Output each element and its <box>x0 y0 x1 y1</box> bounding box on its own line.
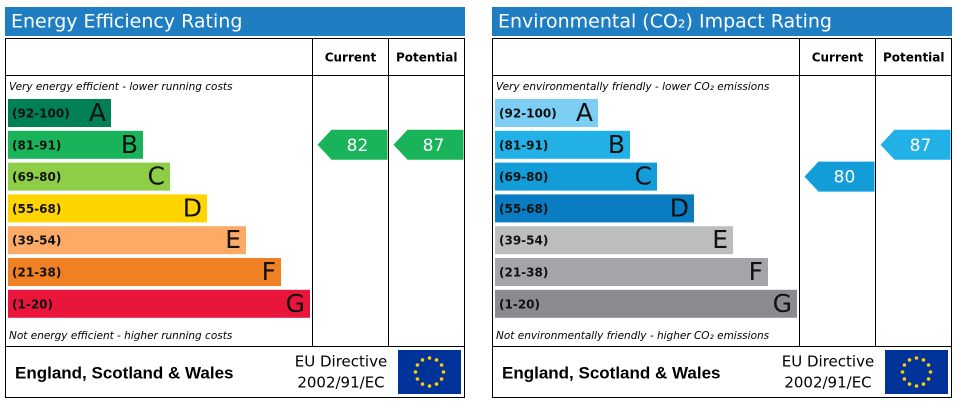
footer-directive: EU Directive <box>782 353 874 371</box>
band-bar <box>495 162 657 191</box>
band-letter: F <box>749 257 763 286</box>
band-bar <box>8 289 310 318</box>
footer-region: England, Scotland & Wales <box>15 363 234 382</box>
footer-directive: 2002/91/EC <box>297 374 384 392</box>
eu-star <box>902 377 907 381</box>
rating-value: 82 <box>347 136 369 156</box>
band-bar <box>495 289 797 318</box>
top-note: Very environmentally friendly - lower CO… <box>496 81 770 93</box>
band-range: (21-38) <box>499 266 548 280</box>
band-range: (39-54) <box>12 234 61 248</box>
band-letter: A <box>89 98 106 127</box>
eu-star <box>926 377 931 381</box>
eu-star <box>928 370 933 374</box>
footer-directive: EU Directive <box>295 353 387 371</box>
rating-arrow <box>393 129 464 160</box>
band-bar <box>495 226 733 255</box>
column-header: Current <box>325 51 377 65</box>
band-range: (81-91) <box>12 138 61 152</box>
eu-star <box>439 363 444 367</box>
band-range: (1-20) <box>499 297 540 311</box>
eu-star <box>900 370 905 374</box>
band-bar <box>495 99 598 127</box>
rating-value: 80 <box>834 168 856 188</box>
band-bar <box>8 258 281 286</box>
band-letter: C <box>635 162 652 191</box>
band-bar <box>8 194 207 223</box>
eu-star <box>427 356 432 360</box>
band-letter: F <box>262 257 276 286</box>
band-range: (92-100) <box>12 107 70 121</box>
band-bar <box>8 99 111 127</box>
eu-star <box>914 356 919 360</box>
band-range: (69-80) <box>12 170 61 184</box>
column-header: Current <box>812 51 864 65</box>
band-letter: D <box>670 193 689 222</box>
rating-value: 87 <box>910 136 932 156</box>
eu-star <box>420 382 425 386</box>
band-letter: D <box>183 193 202 222</box>
bottom-note: Not energy efficient - higher running co… <box>9 330 233 342</box>
bottom-note: Not environmentally friendly - higher CO… <box>496 330 770 342</box>
band-letter: G <box>286 289 305 318</box>
band-letter: A <box>576 98 593 127</box>
top-note: Very energy efficient - lower running co… <box>9 81 233 93</box>
band-bar <box>495 194 694 223</box>
eu-star <box>413 370 418 374</box>
panel-title: Environmental (CO₂) Impact Rating <box>498 11 832 33</box>
band-letter: G <box>773 289 792 318</box>
eu-star <box>907 358 912 362</box>
eu-star <box>427 384 432 388</box>
band-range: (21-38) <box>12 266 61 280</box>
band-range: (55-68) <box>499 202 548 216</box>
panel-title: Energy Efficiency Rating <box>11 11 242 33</box>
band-bar <box>8 162 170 191</box>
band-letter: C <box>148 162 165 191</box>
band-bar <box>8 130 143 159</box>
eu-star <box>415 377 420 381</box>
eu-star <box>415 363 420 367</box>
band-bar <box>495 258 768 286</box>
band-letter: B <box>608 130 625 159</box>
eu-star <box>434 382 439 386</box>
eu-star <box>434 358 439 362</box>
band-letter: E <box>225 225 241 254</box>
rating-arrow <box>880 129 951 160</box>
footer-region: England, Scotland & Wales <box>502 363 721 382</box>
footer-directive: 2002/91/EC <box>784 374 871 392</box>
eu-star <box>921 382 926 386</box>
column-header: Potential <box>883 51 945 65</box>
eu-star <box>921 358 926 362</box>
band-range: (1-20) <box>12 297 53 311</box>
title-bar <box>492 7 952 36</box>
title-bar <box>5 7 465 36</box>
eu-star <box>441 370 446 374</box>
eu-star <box>907 382 912 386</box>
eu-star <box>420 358 425 362</box>
band-letter: B <box>121 130 138 159</box>
band-bar <box>495 130 630 159</box>
band-range: (39-54) <box>499 234 548 248</box>
band-letter: E <box>712 225 728 254</box>
eu-star <box>914 384 919 388</box>
rating-arrow <box>804 161 875 192</box>
eu-star <box>439 377 444 381</box>
rating-value: 87 <box>423 136 445 156</box>
eu-star <box>902 363 907 367</box>
column-header: Potential <box>396 51 458 65</box>
band-range: (55-68) <box>12 202 61 216</box>
eu-star <box>926 363 931 367</box>
band-range: (69-80) <box>499 170 548 184</box>
rating-arrow <box>317 129 388 160</box>
band-bar <box>8 226 246 255</box>
band-range: (92-100) <box>499 107 557 121</box>
band-range: (81-91) <box>499 138 548 152</box>
